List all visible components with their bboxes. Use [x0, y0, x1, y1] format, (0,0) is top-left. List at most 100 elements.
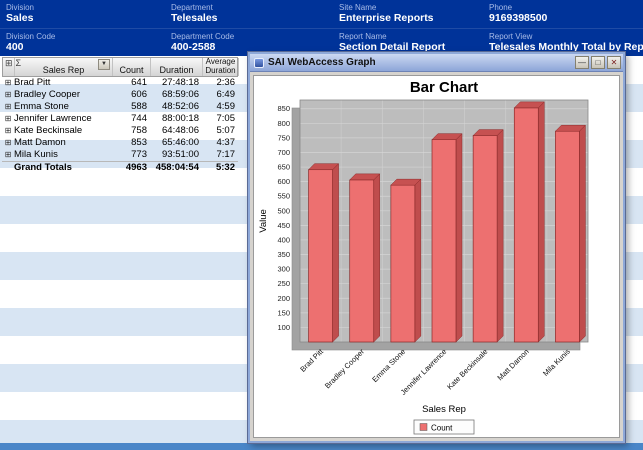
y-tick-label: 850 — [277, 104, 290, 113]
bar-side — [374, 174, 380, 342]
x-category-label: Matt Damon — [495, 347, 530, 382]
maximize-button[interactable]: □ — [591, 56, 605, 69]
row-expander-icon[interactable]: ⊞ — [2, 137, 14, 149]
cell-sales-rep: Mila Kunis — [14, 149, 112, 161]
average-duration-column-header: Average Duration — [203, 58, 239, 76]
row-expander-icon[interactable]: ⊞ — [2, 101, 14, 113]
y-tick-label: 250 — [277, 279, 290, 288]
cell-average-duration: 7:05 — [202, 113, 238, 125]
y-tick-label: 700 — [277, 148, 290, 157]
cell-sales-rep: Jennifer Lawrence — [14, 113, 112, 125]
dialog-titlebar[interactable]: SAI WebAccess Graph — □ ✕ — [250, 54, 623, 72]
bar-side — [497, 130, 503, 342]
cell-average-duration: 7:17 — [202, 149, 238, 161]
header-department: Department Telesales — [165, 0, 333, 28]
table-row: ⊞ Bradley Cooper 606 68:59:06 6:49 — [2, 89, 238, 101]
cell-average-duration: 2:36 — [202, 77, 238, 89]
department-value: Telesales — [171, 12, 333, 25]
graph-dialog: SAI WebAccess Graph — □ ✕ Bar Chart10015… — [248, 52, 625, 443]
y-tick-label: 650 — [277, 163, 290, 172]
y-tick-label: 500 — [277, 206, 290, 215]
cell-sales-rep: Bradley Cooper — [14, 89, 112, 101]
sales-rep-table: Sales Rep ▼ Count Duration Average Durat… — [2, 57, 238, 173]
site-name-value: Enterprise Reports — [339, 12, 483, 25]
count-header-label: Count — [119, 65, 143, 75]
totals-average-duration: 5:32 — [202, 162, 238, 174]
minimize-button[interactable]: — — [575, 56, 589, 69]
bar — [309, 170, 333, 342]
table-row: ⊞ Jennifer Lawrence 744 88:00:18 7:05 — [2, 113, 238, 125]
x-axis-title: Sales Rep — [422, 404, 466, 415]
totals-count: 4963 — [112, 162, 150, 174]
y-axis-title: Value — [258, 209, 269, 233]
x-category-label: Kate Beckinsale — [445, 347, 489, 391]
row-expander-icon[interactable]: ⊞ — [2, 113, 14, 125]
expand-all-icon[interactable]: ⊞ — [5, 59, 13, 68]
dialog-title: SAI WebAccess Graph — [268, 57, 573, 68]
department-label: Department — [171, 3, 333, 12]
count-column-header: Count — [113, 58, 151, 76]
totals-label: Grand Totals — [14, 162, 112, 174]
y-tick-label: 100 — [277, 323, 290, 332]
cell-average-duration: 4:59 — [202, 101, 238, 113]
cell-duration: 27:48:18 — [150, 77, 202, 89]
row-expander-icon[interactable]: ⊞ — [2, 149, 14, 161]
cell-sales-rep: Matt Damon — [14, 137, 112, 149]
cell-average-duration: 4:37 — [202, 137, 238, 149]
cell-count: 641 — [112, 77, 150, 89]
totals-duration: 458:04:54 — [150, 162, 202, 174]
row-expander-icon[interactable]: ⊞ — [2, 89, 14, 101]
y-tick-label: 300 — [277, 265, 290, 274]
cell-duration: 88:00:18 — [150, 113, 202, 125]
row-expander-icon[interactable]: ⊞ — [2, 77, 14, 89]
cell-count: 853 — [112, 137, 150, 149]
bar — [391, 185, 415, 342]
table-row: ⊞ Mila Kunis 773 93:51:00 7:17 — [2, 149, 238, 161]
y-tick-label: 750 — [277, 133, 290, 142]
x-category-label: Bradley Cooper — [323, 347, 367, 391]
cell-average-duration: 6:49 — [202, 89, 238, 101]
sigma-icon[interactable]: Σ — [16, 59, 22, 68]
table-header-row: Sales Rep ▼ Count Duration Average Durat… — [2, 57, 238, 77]
bar — [514, 108, 538, 342]
cell-sales-rep: Brad Pitt — [14, 77, 112, 89]
y-tick-label: 350 — [277, 250, 290, 259]
bar — [473, 136, 497, 342]
cell-count: 588 — [112, 101, 150, 113]
bar — [350, 180, 374, 342]
x-category-label: Emma Stone — [370, 347, 407, 384]
phone-label: Phone — [489, 3, 643, 12]
phone-value: 9169398500 — [489, 12, 643, 25]
x-category-label: Brad Pitt — [298, 346, 325, 373]
duration-column-header: Duration — [151, 58, 203, 76]
cell-sales-rep: Emma Stone — [14, 101, 112, 113]
cell-duration: 65:46:00 — [150, 137, 202, 149]
division-code-value: 400 — [6, 41, 165, 54]
chart-panel: Bar Chart1001502002503003504004505005506… — [253, 75, 620, 438]
legend-label: Count — [431, 424, 453, 433]
bar — [555, 131, 579, 342]
department-code-label: Department Code — [171, 32, 333, 41]
table-toolbar-icons: ⊞ Σ — [5, 59, 21, 68]
chart-title: Bar Chart — [410, 79, 478, 96]
header-phone: Phone 9169398500 — [483, 0, 643, 28]
table-row: ⊞ Matt Damon 853 65:46:00 4:37 — [2, 137, 238, 149]
chevron-down-icon: ▼ — [101, 61, 107, 67]
bar-side — [456, 134, 462, 342]
legend-swatch — [420, 424, 427, 431]
totals-expander-spacer — [2, 162, 14, 174]
y-tick-label: 550 — [277, 192, 290, 201]
average-duration-header-label: Average Duration — [203, 58, 238, 75]
close-button[interactable]: ✕ — [607, 56, 621, 69]
row-expander-icon[interactable]: ⊞ — [2, 125, 14, 137]
sales-rep-filter-button[interactable]: ▼ — [98, 59, 110, 70]
division-value: Sales — [6, 12, 165, 25]
report-name-label: Report Name — [339, 32, 483, 41]
y-tick-label: 200 — [277, 294, 290, 303]
sales-rep-column-header[interactable]: Sales Rep ▼ — [15, 58, 113, 76]
header-division: Division Sales — [0, 0, 165, 28]
grand-totals-row: Grand Totals 4963 458:04:54 5:32 — [2, 161, 238, 173]
footer-bar — [0, 443, 643, 450]
x-category-label: Mila Kunis — [541, 347, 572, 378]
dialog-body: Bar Chart1001502002503003504004505005506… — [250, 72, 623, 441]
